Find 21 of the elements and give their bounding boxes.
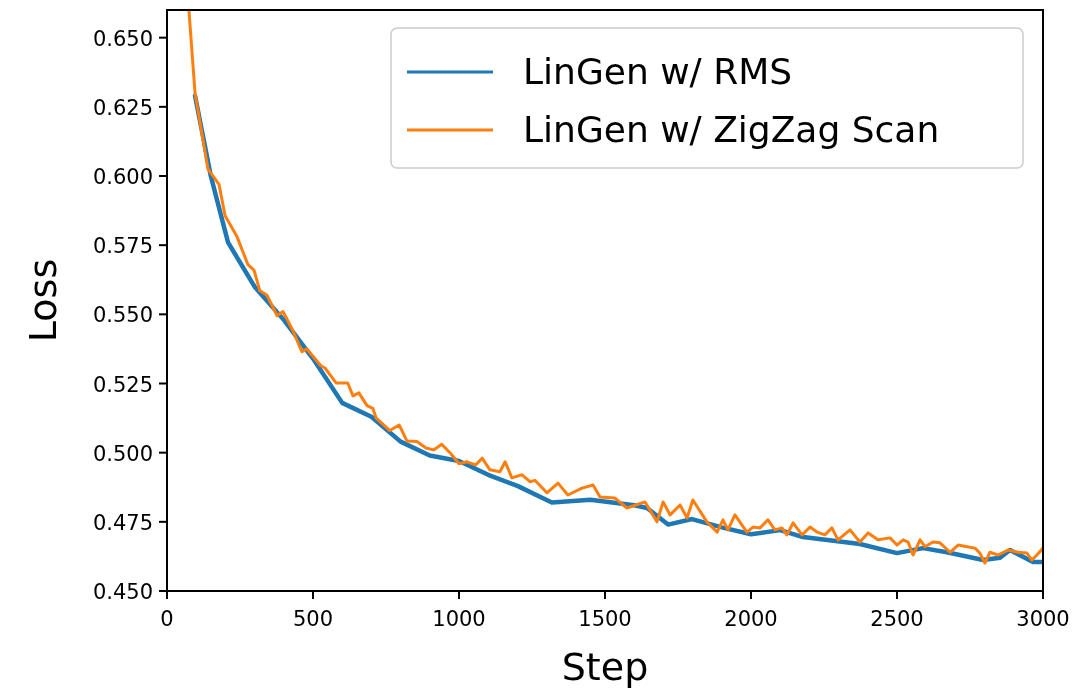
- y-tick-label: 0.625: [92, 95, 153, 120]
- x-tick-label: 2500: [870, 607, 924, 631]
- x-tick-label: 0: [160, 607, 174, 631]
- x-tick-label: 1000: [432, 607, 486, 631]
- y-tick-label: 0.450: [92, 580, 153, 604]
- y-tick-label: 0.525: [92, 372, 153, 397]
- x-axis-title: Step: [561, 645, 649, 689]
- y-tick-label: 0.500: [92, 441, 153, 466]
- y-tick-label: 0.600: [92, 165, 153, 189]
- x-tick-label: 1500: [578, 607, 632, 631]
- y-tick-label: 0.575: [92, 234, 153, 259]
- x-tick-label: 500: [292, 607, 334, 631]
- x-tick-label: 2000: [724, 607, 778, 631]
- line-series: [187, 10, 1043, 565]
- y-tick-label: 0.650: [92, 26, 153, 51]
- x-tick-label: 3000: [1016, 607, 1070, 631]
- legend-label: LinGen w/ RMS: [523, 51, 793, 92]
- y-axis-title: Loss: [21, 258, 65, 343]
- y-tick-label: 0.550: [92, 303, 153, 328]
- y-tick-label: 0.475: [92, 510, 153, 535]
- legend-label: LinGen w/ ZigZag Scan: [523, 109, 940, 150]
